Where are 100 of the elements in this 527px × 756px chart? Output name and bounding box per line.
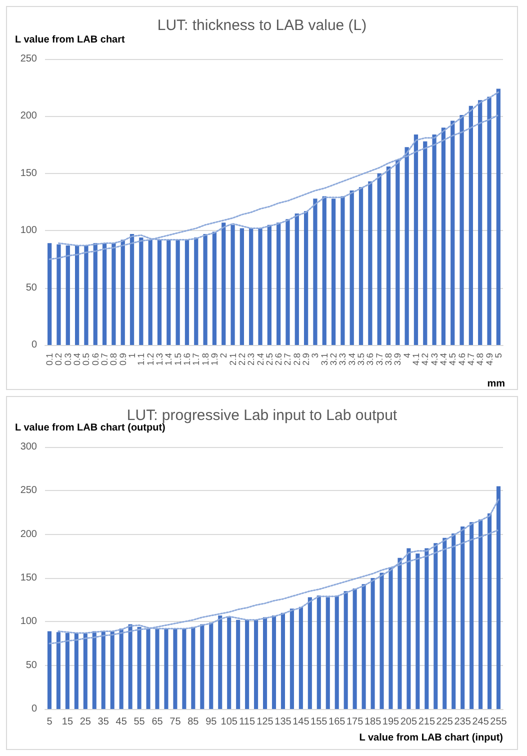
y-axis-title: L value from LAB chart (output) xyxy=(15,422,166,434)
x-tick-label: 2.3 xyxy=(246,353,256,366)
bar xyxy=(326,597,330,709)
bar xyxy=(93,243,98,345)
x-tick-label: 0.2 xyxy=(54,353,64,366)
x-tick-label: 4.3 xyxy=(429,353,440,366)
bar xyxy=(236,620,240,709)
x-tick-label: 5 xyxy=(46,716,53,728)
bar xyxy=(496,88,500,345)
x-tick-label: 95 xyxy=(206,716,218,728)
bar xyxy=(119,628,124,709)
bar xyxy=(166,240,171,345)
bar xyxy=(173,628,178,709)
x-tick-label: 2 xyxy=(218,353,229,358)
x-tick-label: 3.7 xyxy=(374,353,384,366)
x-tick-label: 3 xyxy=(310,353,320,358)
bar xyxy=(280,612,285,709)
x-tick-label: 65 xyxy=(152,716,164,728)
x-tick-label: 235 xyxy=(454,716,472,728)
bar xyxy=(137,626,142,709)
bar xyxy=(442,538,447,709)
bar xyxy=(406,548,411,709)
bar xyxy=(468,106,473,345)
bar xyxy=(286,219,290,345)
bar xyxy=(56,244,61,345)
bar xyxy=(388,568,393,709)
bar xyxy=(101,631,106,709)
bar xyxy=(148,240,152,345)
bar xyxy=(308,597,312,709)
x-tick-label: 195 xyxy=(382,716,400,728)
x-tick-label: 1.5 xyxy=(172,353,183,366)
bar xyxy=(352,588,357,709)
bar xyxy=(331,198,336,345)
x-tick-label: 1.2 xyxy=(145,353,156,366)
bar xyxy=(176,240,180,345)
x-tick-label: 1.1 xyxy=(136,353,146,366)
x-tick-label: 155 xyxy=(310,716,328,728)
y-tick-label: 150 xyxy=(20,168,38,179)
y-tick-label: 0 xyxy=(31,704,38,714)
x-tick-label: 3.5 xyxy=(356,353,366,366)
bar xyxy=(182,628,186,709)
bar xyxy=(358,187,364,345)
bar xyxy=(340,196,345,345)
x-tick-label: 135 xyxy=(274,716,292,728)
x-tick-label: 1.6 xyxy=(182,353,192,366)
x-tick-label: 25 xyxy=(80,716,92,728)
bar xyxy=(290,608,294,709)
bar xyxy=(254,620,258,709)
x-tick-label: 2.8 xyxy=(292,353,302,366)
y-tick-label: 100 xyxy=(20,225,38,236)
x-tick-label: 2.5 xyxy=(264,353,274,366)
bar xyxy=(441,128,446,345)
x-tick-label: 3.3 xyxy=(338,353,348,366)
bar xyxy=(194,237,198,345)
bar xyxy=(460,115,464,345)
bar xyxy=(227,617,232,709)
bar xyxy=(396,160,400,345)
bar xyxy=(146,628,150,709)
y-tick-label: 250 xyxy=(20,485,38,496)
x-tick-label: 85 xyxy=(188,716,200,728)
bar xyxy=(434,543,438,709)
bar xyxy=(139,237,144,345)
x-tick-label: 3.1 xyxy=(319,353,330,366)
x-tick-label: 0.8 xyxy=(108,353,119,366)
bar xyxy=(350,190,354,345)
x-tick-label: 0.1 xyxy=(44,353,55,366)
x-tick-label: 4.2 xyxy=(420,353,430,366)
bar xyxy=(404,147,409,345)
x-tick-label: 2.1 xyxy=(228,353,238,366)
x-tick-label: 2.2 xyxy=(236,353,247,366)
x-axis-title: L value from LAB chart (input) xyxy=(359,732,503,744)
x-tick-label: 2.9 xyxy=(301,353,312,366)
bar xyxy=(240,228,244,345)
x-tick-label: 4.6 xyxy=(456,353,467,366)
bar xyxy=(74,633,78,709)
bar xyxy=(423,141,428,345)
bar xyxy=(294,213,299,345)
bar xyxy=(191,626,196,709)
bar xyxy=(432,134,436,345)
bar xyxy=(184,240,190,345)
y-axis-title: L value from LAB chart xyxy=(15,34,126,46)
bar xyxy=(377,173,382,345)
bar xyxy=(92,631,96,709)
bar xyxy=(267,224,272,345)
x-tick-label: 215 xyxy=(418,716,436,728)
bar xyxy=(157,240,162,345)
x-tick-label: 185 xyxy=(364,716,382,728)
x-tick-label: 3.6 xyxy=(365,353,376,366)
bar xyxy=(450,120,455,345)
bar xyxy=(313,198,318,345)
bar xyxy=(334,595,339,709)
y-tick-label: 50 xyxy=(26,282,38,294)
bar xyxy=(398,558,402,709)
bar xyxy=(230,224,235,345)
x-tick-label: 125 xyxy=(256,716,274,728)
x-tick-label: 0.6 xyxy=(90,353,100,366)
x-tick-label: 0.7 xyxy=(100,353,110,366)
x-tick-label: 4 xyxy=(402,353,412,358)
x-tick-label: 105 xyxy=(220,716,238,728)
x-tick-label: 0.3 xyxy=(62,353,73,366)
